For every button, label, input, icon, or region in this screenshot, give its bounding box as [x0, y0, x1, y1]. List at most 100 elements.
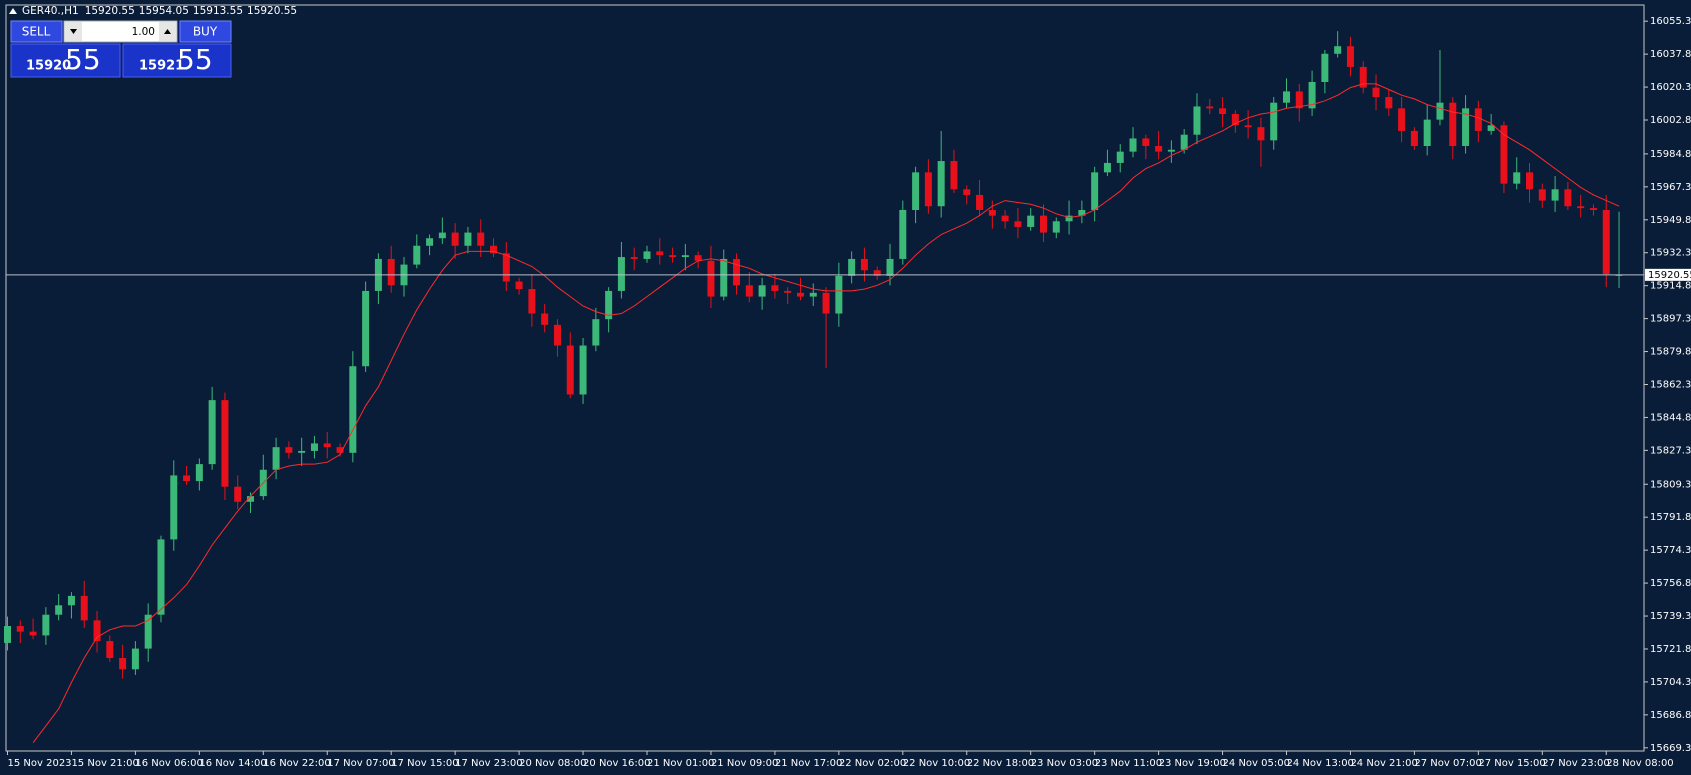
- candle-body: [553, 324, 561, 346]
- candle-body: [323, 443, 331, 448]
- candle-body: [1449, 102, 1457, 146]
- candle-body: [605, 290, 613, 320]
- candle-body: [1052, 221, 1060, 233]
- candle-body: [106, 641, 114, 659]
- candle-body: [950, 161, 958, 190]
- candle-body: [502, 253, 510, 282]
- candle-body: [1334, 46, 1342, 54]
- ask-main: 15921: [139, 59, 184, 74]
- chart-title: GER40.,H1: [22, 5, 79, 17]
- ask-box[interactable]: [122, 43, 232, 78]
- candle-body: [720, 258, 728, 297]
- candle-body: [643, 251, 651, 259]
- y-tick-label: 15739.30: [1650, 611, 1691, 622]
- x-tick-label: 22 Nov 02:00: [839, 758, 906, 769]
- candle-body: [1091, 172, 1099, 210]
- candle-body: [1526, 172, 1534, 190]
- candle-body: [234, 486, 242, 502]
- x-tick-label: 22 Nov 18:00: [967, 758, 1034, 769]
- price-label-bg: [1645, 268, 1691, 281]
- candle-body: [541, 313, 549, 325]
- y-tick-label: 15827.30: [1650, 445, 1691, 456]
- y-tick-label: 15686.80: [1650, 710, 1691, 721]
- candle-body: [873, 270, 881, 276]
- candle-body: [1129, 138, 1137, 152]
- up-arrow: [164, 29, 171, 34]
- candle-body: [733, 258, 741, 286]
- candle-body: [822, 292, 830, 314]
- candle-body: [170, 475, 178, 540]
- candle-body: [796, 292, 804, 297]
- y-tick-label: 15984.80: [1650, 149, 1691, 160]
- y-tick-label: 15844.80: [1650, 412, 1691, 423]
- candle-body: [131, 648, 139, 670]
- y-tick-label: 15809.30: [1650, 479, 1691, 490]
- candle-body: [1589, 208, 1597, 210]
- candle-body: [976, 194, 984, 210]
- x-tick-label: 16 Nov 14:00: [199, 758, 266, 769]
- candle-body: [860, 258, 868, 271]
- buy-label[interactable]: BUY: [193, 25, 218, 39]
- trade-panel: SELL 1.00 BUY 15920 55 15921 55: [10, 20, 232, 78]
- price-label: 15920.55: [1648, 270, 1691, 281]
- x-tick-label: 17 Nov 23:00: [455, 758, 522, 769]
- candle-body: [195, 464, 203, 482]
- y-tick-label: 15791.80: [1650, 512, 1691, 523]
- y-tick-label: 15862.30: [1650, 379, 1691, 390]
- candle-body: [1270, 102, 1278, 141]
- candle-body: [1001, 215, 1009, 222]
- candle-body: [1346, 46, 1354, 67]
- candle-body: [1180, 134, 1188, 150]
- x-tick-label: 20 Nov 16:00: [583, 758, 650, 769]
- candle-body: [247, 496, 255, 502]
- candle-body: [912, 172, 920, 210]
- sell-button[interactable]: [10, 20, 63, 43]
- candle-body: [1039, 215, 1047, 233]
- candle-body: [771, 285, 779, 291]
- lots-input[interactable]: [63, 20, 178, 43]
- candle-body: [1410, 130, 1418, 146]
- candle-body: [1155, 145, 1163, 152]
- candle-body: [1321, 53, 1329, 82]
- candle-body: [963, 189, 971, 195]
- bid-box[interactable]: [10, 43, 121, 78]
- header-high: 15954.05: [139, 5, 189, 17]
- candle-body: [1116, 151, 1124, 163]
- x-tick-label: 27 Nov 07:00: [1414, 758, 1481, 769]
- x-tick-label: 16 Nov 06:00: [135, 758, 202, 769]
- candle-body: [669, 255, 677, 258]
- header: GER40.,H1 15920.55 15954.05 15913.55 15920.5…: [22, 5, 297, 17]
- buy-button[interactable]: [179, 20, 232, 43]
- candle-body: [515, 281, 523, 290]
- candle-body: [1359, 66, 1367, 88]
- lots-value[interactable]: 1.00: [132, 26, 155, 38]
- y-tick-label: 15756.80: [1650, 578, 1691, 589]
- candle-body: [579, 345, 587, 395]
- candle-body: [1231, 113, 1239, 126]
- candle-body: [630, 257, 638, 259]
- candle-body: [438, 232, 446, 239]
- candle-body: [1602, 209, 1610, 274]
- y-tick-label: 15932.30: [1650, 248, 1691, 259]
- candle-body: [349, 366, 357, 453]
- header-low: 15913.55: [193, 5, 243, 17]
- moving-average: [32, 83, 1620, 744]
- candle-body: [1283, 91, 1290, 103]
- x-tick-label: 24 Nov 13:00: [1287, 758, 1354, 769]
- x-tick-label: 23 Nov 03:00: [1031, 758, 1098, 769]
- collapse-icon[interactable]: [9, 8, 17, 14]
- candle-body: [886, 258, 894, 276]
- candle-body: [707, 260, 715, 297]
- candle-body: [362, 290, 370, 367]
- candle-body: [55, 605, 63, 615]
- sell-label[interactable]: SELL: [22, 25, 51, 39]
- down-arrow: [70, 29, 77, 34]
- candle-body: [681, 255, 689, 258]
- candle-body: [16, 626, 24, 632]
- candle-body: [899, 209, 907, 259]
- x-tick-label: 15 Nov 2023: [8, 758, 72, 769]
- candle-body: [1142, 138, 1150, 146]
- bid-main: 15920: [26, 59, 71, 74]
